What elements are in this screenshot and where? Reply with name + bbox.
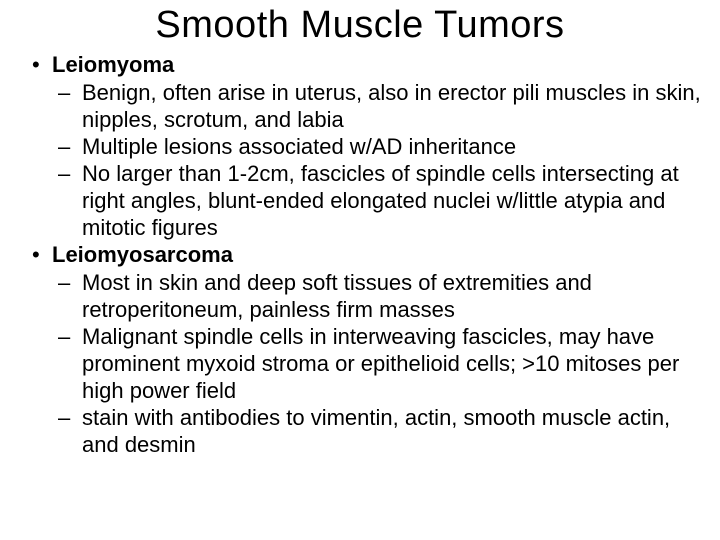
point-item: Most in skin and deep soft tissues of ex… [52,269,708,323]
point-item: Malignant spindle cells in interweaving … [52,323,708,404]
topic-list: Leiomyoma Benign, often arise in uterus,… [28,51,708,458]
slide: Smooth Muscle Tumors Leiomyoma Benign, o… [0,0,720,540]
topic-points: Benign, often arise in uterus, also in e… [52,79,708,241]
topic-label: Leiomyosarcoma [52,241,708,269]
point-item: No larger than 1-2cm, fascicles of spind… [52,160,708,241]
slide-content: Leiomyoma Benign, often arise in uterus,… [0,51,720,458]
topic-item: Leiomyosarcoma Most in skin and deep sof… [28,241,708,458]
point-item: stain with antibodies to vimentin, actin… [52,404,708,458]
topic-points: Most in skin and deep soft tissues of ex… [52,269,708,458]
point-item: Benign, often arise in uterus, also in e… [52,79,708,133]
point-item: Multiple lesions associated w/AD inherit… [52,133,708,160]
slide-title: Smooth Muscle Tumors [0,0,720,51]
topic-item: Leiomyoma Benign, often arise in uterus,… [28,51,708,241]
topic-label: Leiomyoma [52,51,708,79]
